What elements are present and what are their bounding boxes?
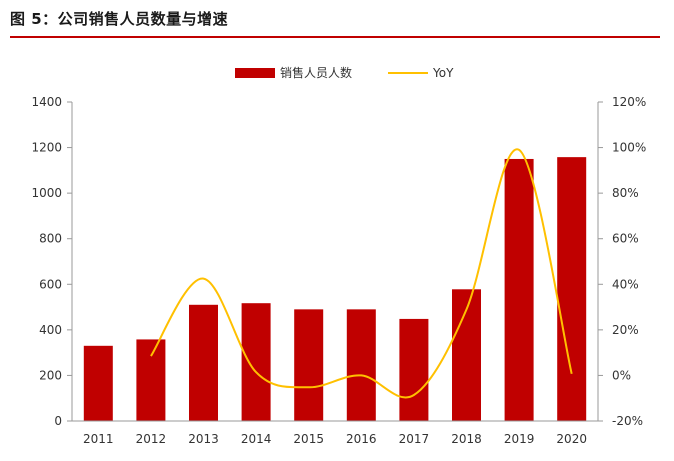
x-tick-label: 2017 [399,432,430,446]
right-tick-label: 20% [612,323,639,337]
legend-line-label: YoY [432,66,454,80]
right-tick-label: 60% [612,232,639,246]
left-tick-label: 600 [39,277,62,291]
x-tick-label: 2015 [293,432,324,446]
legend-bar-swatch [235,68,275,78]
x-tick-label: 2012 [136,432,167,446]
bar-2020 [557,157,587,422]
left-tick-label: 400 [39,323,62,337]
left-tick-label: 1200 [31,141,62,155]
bar-2013 [189,304,218,421]
bar-2015 [294,309,324,421]
left-axis: 0 200 400 600 800 1000 1200 1400 [31,95,73,428]
bar-2019 [504,158,534,421]
right-tick-label: -20% [612,414,643,428]
bar-2016 [346,309,376,421]
bars [83,157,587,422]
left-tick-label: 800 [39,232,62,246]
right-tick-label: 100% [612,141,646,155]
right-tick-label: 80% [612,186,639,200]
x-tick-label: 2020 [556,432,587,446]
yoy-series-line [150,148,573,399]
bar-2014 [241,303,271,421]
left-tick-label: 1400 [31,95,62,109]
x-tick-label: 2011 [83,432,114,446]
bar-2011 [83,345,113,421]
left-tick-label: 0 [54,414,62,428]
bar-2012 [136,339,166,421]
right-tick-label: 0% [612,368,631,382]
yoy-line [150,148,573,399]
right-tick-label: 120% [612,95,646,109]
left-tick-label: 1000 [31,186,62,200]
x-axis: 2011 2012 2013 2014 2015 2016 2017 2018 2019 2020 [72,420,598,446]
x-tick-label: 2014 [241,432,272,446]
right-axis: -20% 0% 20% 40% 60% 80% 100% 120% [597,95,646,428]
right-tick-label: 40% [612,277,639,291]
left-tick-label: 200 [39,368,62,382]
legend-bar-label: 销售人员人数 [280,65,352,80]
x-tick-label: 2013 [188,432,219,446]
title-rule [10,36,660,38]
x-tick-label: 2019 [504,432,535,446]
legend: 销售人员人数 YoY [235,65,454,80]
bar-2017 [399,318,429,421]
figure-title: 图 5：公司销售人员数量与增速 [10,10,229,28]
x-tick-label: 2018 [451,432,482,446]
x-tick-label: 2016 [346,432,377,446]
